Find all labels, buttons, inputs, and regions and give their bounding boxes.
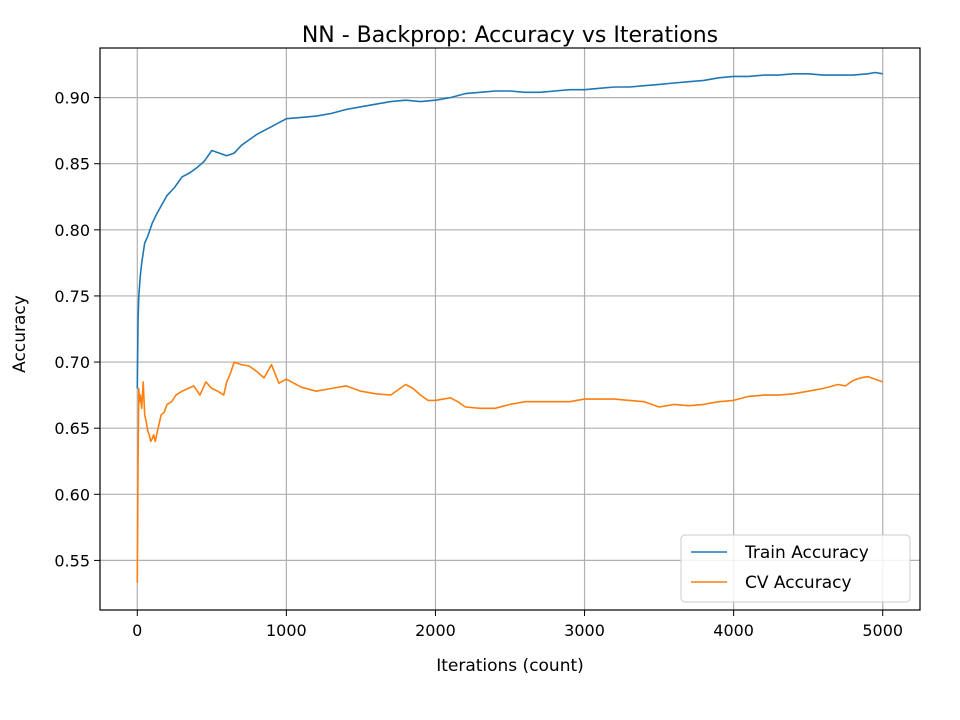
y-tick-label: 0.65 bbox=[54, 419, 90, 438]
series-layer bbox=[136, 71, 883, 583]
legend-label: CV Accuracy bbox=[745, 573, 852, 593]
y-axis-label: Accuracy bbox=[10, 295, 30, 373]
x-tick-label: 5000 bbox=[862, 621, 903, 640]
series-line-train-accuracy bbox=[136, 71, 883, 389]
y-tick-label: 0.60 bbox=[54, 485, 90, 504]
legend: Train Accuracy CV Accuracy bbox=[680, 534, 911, 603]
y-tick-label: 0.75 bbox=[54, 287, 90, 306]
x-tick-label: 0 bbox=[132, 621, 142, 640]
y-tick-label: 0.70 bbox=[54, 353, 90, 372]
series-line-cv-accuracy bbox=[136, 361, 883, 583]
legend-label: Train Accuracy bbox=[744, 543, 869, 563]
legend-box bbox=[680, 534, 911, 603]
x-tick-label: 1000 bbox=[266, 621, 307, 640]
x-axis-label: Iterations (count) bbox=[436, 656, 584, 676]
x-tick-label: 3000 bbox=[564, 621, 605, 640]
chart-title: NN - Backprop: Accuracy vs Iterations bbox=[302, 23, 718, 48]
x-tick-label: 4000 bbox=[713, 621, 754, 640]
plot-frame bbox=[99, 47, 921, 611]
y-tick-label: 0.55 bbox=[54, 551, 90, 570]
grid-lines bbox=[100, 48, 920, 610]
axis-ticks: 0 1000 2000 3000 4000 5000 0.55 0.60 0.65 0.70 0.7… bbox=[54, 89, 903, 640]
x-tick-label: 2000 bbox=[415, 621, 456, 640]
y-tick-label: 0.80 bbox=[54, 221, 90, 240]
y-tick-label: 0.90 bbox=[54, 89, 90, 108]
y-tick-label: 0.85 bbox=[54, 155, 90, 174]
